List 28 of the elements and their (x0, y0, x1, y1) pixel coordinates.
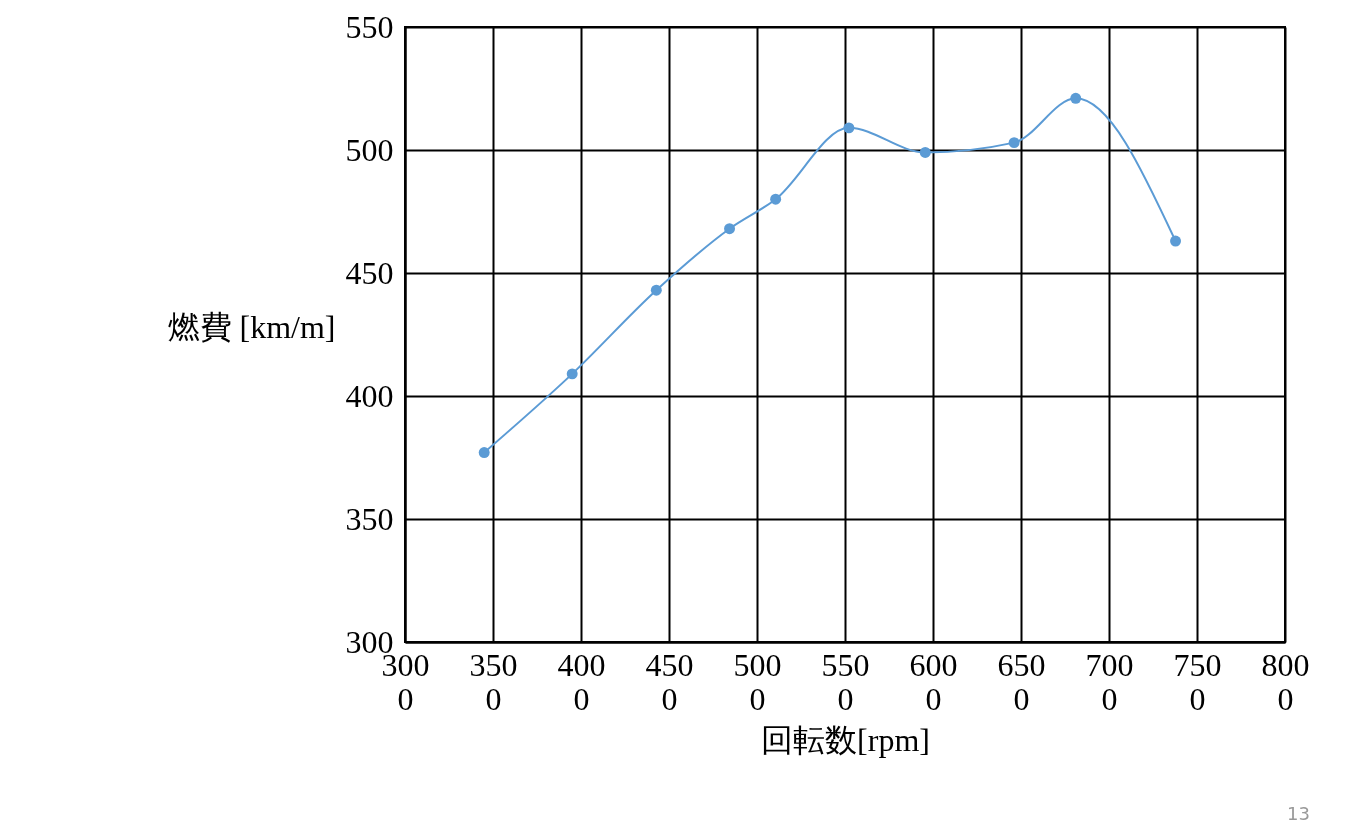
text: 13 (1287, 803, 1310, 824)
point (919, 146, 931, 158)
x-tick-label: 350 0 (469, 646, 518, 717)
y-axis-title: 燃費 [km/m] (167, 308, 336, 345)
point (843, 122, 855, 134)
x-tick-label: 700 0 (1085, 646, 1134, 717)
x-tick-label: 650 0 (997, 646, 1046, 717)
y-tick-label: 550 (345, 8, 394, 45)
x-tick-label: 500 0 (733, 646, 782, 717)
y-tick-label: 500 (345, 131, 394, 168)
x-axis-title: 回転数[rpm] (761, 721, 930, 758)
x-tick-label: 600 0 (909, 646, 958, 717)
point (478, 447, 490, 459)
x-tick-label: 800 0 (1261, 646, 1310, 717)
point (566, 368, 578, 380)
x-tick-label: 400 0 (557, 646, 606, 717)
point (770, 193, 782, 205)
point (1170, 235, 1182, 247)
x-tick-label: 450 0 (645, 646, 694, 717)
y-tick-label: 400 (345, 377, 394, 414)
point (1008, 137, 1020, 149)
point (724, 223, 736, 235)
point (650, 284, 662, 296)
y-tick-label: 450 (345, 254, 394, 291)
x-tick-label: 750 0 (1173, 646, 1222, 717)
point (1070, 92, 1082, 104)
x-tick-label: 550 0 (821, 646, 870, 717)
y-tick-label: 350 (345, 500, 394, 537)
